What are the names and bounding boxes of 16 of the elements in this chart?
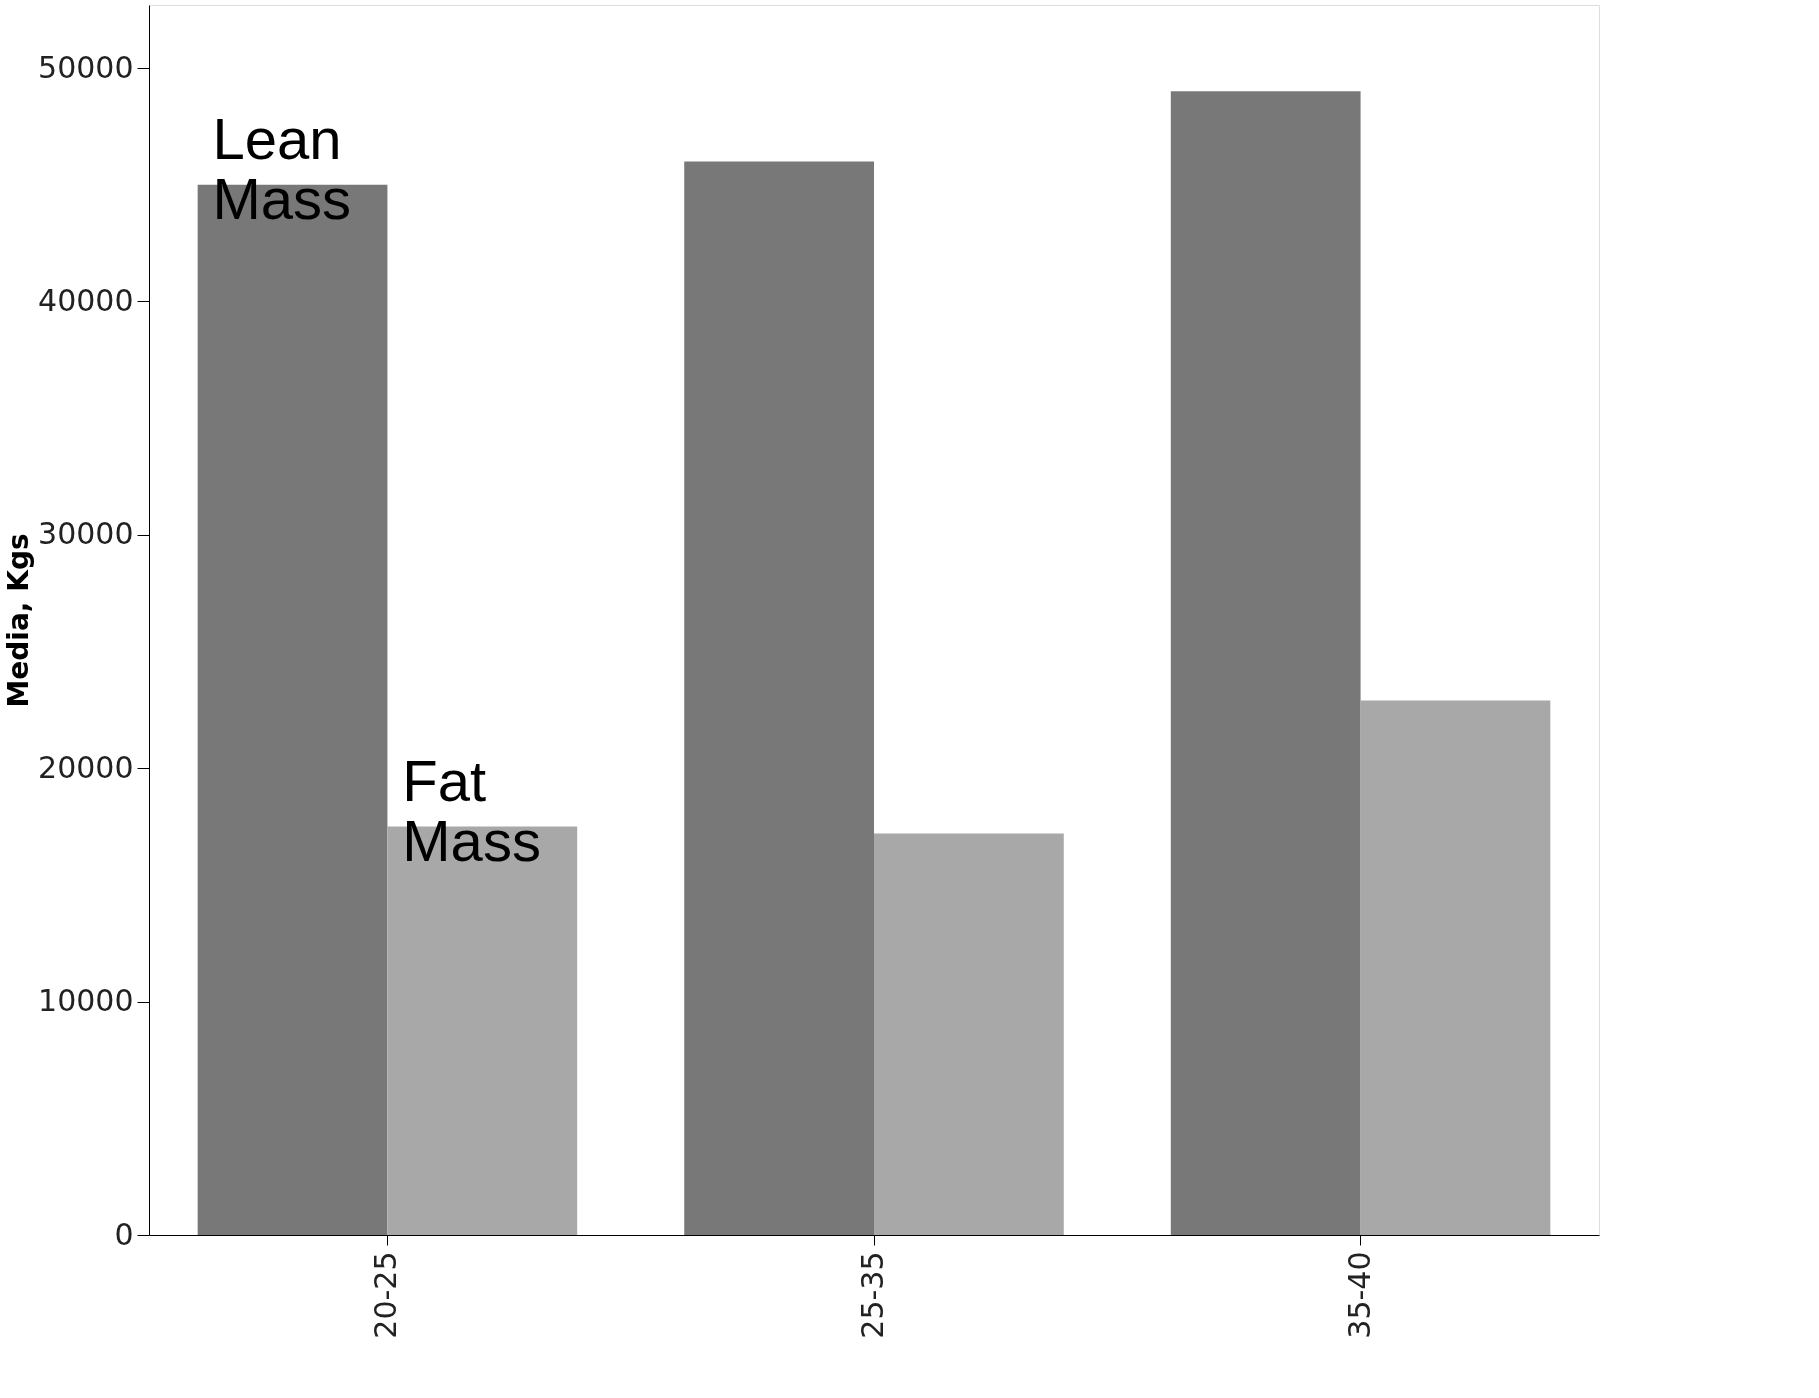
x-tick-label: 25-35	[855, 1251, 890, 1339]
y-tick-label: 50000	[38, 49, 134, 85]
bar	[1360, 700, 1551, 1235]
y-axis-title: Media, Kgs	[2, 533, 36, 708]
y-tick-label: 10000	[38, 983, 134, 1019]
y-tick-label: 30000	[38, 516, 134, 552]
x-tick-label: 20-25	[368, 1251, 404, 1339]
bar	[874, 833, 1064, 1235]
y-tick-label: 20000	[38, 749, 134, 785]
series-label: Lean Mass	[212, 105, 352, 231]
y-tick-label: 40000	[38, 282, 134, 318]
bar	[1170, 91, 1361, 1235]
series-label: Fat Mass	[402, 747, 541, 873]
y-tick-label: 0	[114, 1216, 134, 1252]
bar	[684, 161, 874, 1235]
x-tick-label: 35-40	[1341, 1251, 1377, 1339]
